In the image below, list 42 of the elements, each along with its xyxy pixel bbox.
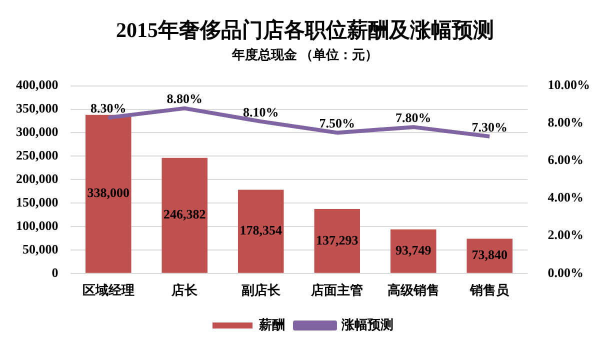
y-tick-label: 50,000 [22, 241, 58, 256]
data-label: 8.80% [166, 91, 202, 106]
chart-title: 2015年奢侈品门店各职位薪酬及涨幅预测 [115, 17, 495, 42]
data-label: 7.50% [319, 116, 355, 131]
y-tick-label: 0 [52, 264, 58, 280]
legend-label: 薪酬 [258, 316, 285, 332]
data-label: 73,840 [472, 247, 508, 262]
data-label: 7.80% [396, 110, 432, 125]
bar [162, 158, 208, 273]
data-label: 8.10% [243, 104, 279, 120]
data-label: 178,354 [240, 222, 282, 238]
x-tick-label: 销售员 [469, 282, 510, 298]
x-tick-label: 店面主管 [310, 282, 364, 298]
bar [238, 190, 284, 273]
data-label: 8.30% [90, 100, 126, 116]
data-label: 93,749 [396, 242, 432, 258]
x-tick-label: 副店长 [241, 282, 282, 298]
y2-tick-label: 10.00% [548, 77, 590, 92]
y-tick-label: 350,000 [16, 100, 58, 116]
y2-tick-label: 8.00% [548, 114, 584, 130]
legend-label: 涨幅预测 [340, 316, 394, 332]
y-tick-label: 200,000 [16, 170, 58, 186]
x-tick-label: 区域经理 [82, 282, 134, 298]
y-tick-label: 300,000 [16, 124, 58, 140]
y2-tick-label: 0.00% [548, 264, 584, 280]
data-label: 246,382 [164, 206, 206, 222]
data-label: 137,293 [316, 232, 359, 248]
y-tick-label: 250,000 [16, 148, 58, 163]
bar [86, 114, 132, 273]
data-label: 338,000 [87, 185, 130, 200]
bar [390, 229, 436, 273]
y-tick-label: 150,000 [16, 194, 58, 210]
y-tick-label: 100,000 [16, 218, 58, 233]
chart-subtitle: 年度总现金 （单位：元） [230, 46, 380, 64]
y2-tick-label: 6.00% [548, 152, 584, 168]
bar [314, 209, 360, 273]
y-tick-label: 400,000 [16, 77, 58, 92]
data-label: 7.30% [472, 119, 508, 134]
y2-tick-label: 2.00% [548, 227, 584, 242]
y2-tick-label: 4.00% [548, 190, 584, 205]
x-tick-label: 店长 [170, 282, 199, 298]
x-tick-label: 高级销售 [387, 282, 440, 298]
